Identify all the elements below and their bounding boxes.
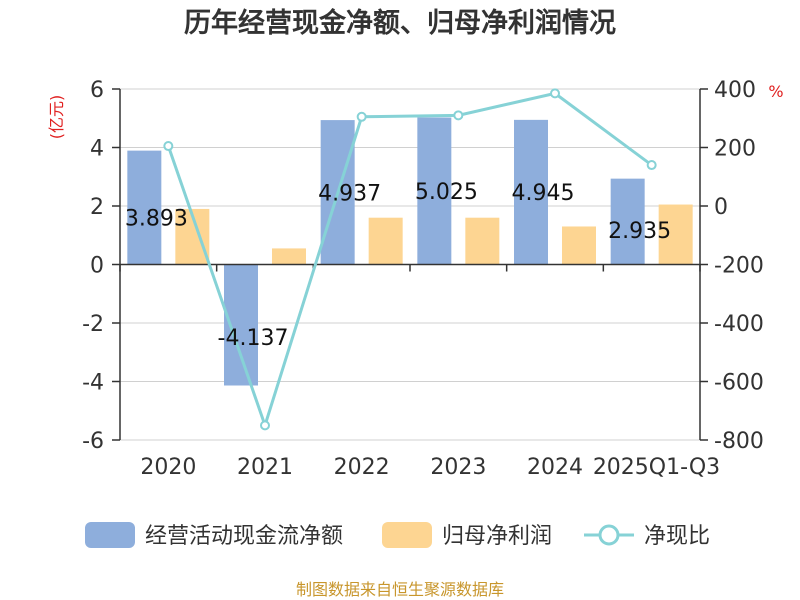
- bar-netprofit: [465, 217, 500, 265]
- legend-item-netprofit[interactable]: 归母净利润: [382, 522, 552, 549]
- ratio-point: [550, 88, 560, 99]
- ratio-line: [163, 88, 657, 431]
- legend: 经营活动现金流净额 归母净利润 净现比: [85, 522, 710, 549]
- legend-label-cashflow: 经营活动现金流净额: [145, 524, 343, 549]
- left-tick-label: -6: [82, 429, 104, 454]
- x-tick-label: 2024: [527, 455, 583, 480]
- right-tick-label: 0: [714, 195, 728, 220]
- legend-label-ratio: 净现比: [644, 524, 710, 549]
- bar-cashflow: [127, 150, 162, 265]
- bar-netprofit: [272, 248, 306, 265]
- left-tick-label: 0: [90, 254, 104, 279]
- ratio-point: [356, 111, 367, 122]
- right-axis-unit: %: [768, 82, 783, 101]
- legend-swatch-netprofit: [382, 522, 432, 548]
- left-axis-unit: (亿元): [47, 95, 66, 140]
- bar-netprofit: [658, 204, 693, 265]
- ratio-point: [163, 141, 174, 152]
- legend-item-ratio[interactable]: 净现比: [584, 524, 710, 549]
- data-label-cashflow: 4.937: [318, 181, 381, 206]
- ratio-point: [646, 160, 657, 171]
- x-tick-label: 2021: [237, 455, 293, 480]
- left-tick-label: -2: [82, 312, 104, 337]
- legend-label-netprofit: 归母净利润: [442, 524, 552, 549]
- data-label-cashflow: 2.935: [608, 219, 671, 244]
- left-tick-label: 4: [90, 137, 104, 162]
- left-tick-label: 6: [90, 78, 104, 103]
- legend-swatch-cashflow: [85, 522, 135, 548]
- data-label-cashflow: -4.137: [218, 326, 289, 351]
- right-tick-label: 400: [714, 78, 756, 103]
- data-label-cashflow: 4.945: [512, 181, 575, 206]
- bar-cashflow: [417, 117, 452, 265]
- ratio-point: [260, 420, 270, 431]
- bars: [127, 117, 693, 386]
- source-note: 制图数据来自恒生聚源数据库: [296, 580, 504, 599]
- ratio-point: [453, 110, 464, 121]
- ratio-polyline: [166, 91, 653, 431]
- left-tick-label: -4: [82, 371, 104, 396]
- left-tick-label: 2: [90, 195, 104, 220]
- right-tick-label: -400: [714, 312, 764, 337]
- x-tick-label: 2023: [430, 455, 486, 480]
- data-label-cashflow: 5.025: [415, 180, 478, 205]
- bar-cashflow: [514, 119, 548, 265]
- x-tick-label: 2020: [140, 455, 196, 480]
- chart-title: 历年经营现金净额、归母净利润情况: [184, 7, 616, 39]
- right-tick-label: -200: [714, 254, 764, 279]
- x-tick-label: 2025Q1-Q3: [593, 455, 720, 480]
- data-label-cashflow: 3.893: [125, 206, 188, 231]
- right-tick-label: -800: [714, 429, 764, 454]
- legend-marker-ratio: [598, 524, 620, 546]
- legend-item-cashflow[interactable]: 经营活动现金流净额: [85, 522, 343, 549]
- bar-cashflow: [610, 178, 645, 265]
- right-tick-label: -600: [714, 371, 764, 396]
- bar-netprofit: [562, 226, 596, 265]
- bar-netprofit: [368, 217, 403, 265]
- right-tick-label: 200: [714, 137, 756, 162]
- axes: -6 -4 -2 0 2 4 6 -800 -600 -400 -200 0 200 400 2020 202…: [82, 78, 764, 480]
- x-tick-label: 2022: [334, 455, 390, 480]
- data-labels: 3.893 -4.137 4.937 5.025 4.945 2.935: [125, 180, 671, 351]
